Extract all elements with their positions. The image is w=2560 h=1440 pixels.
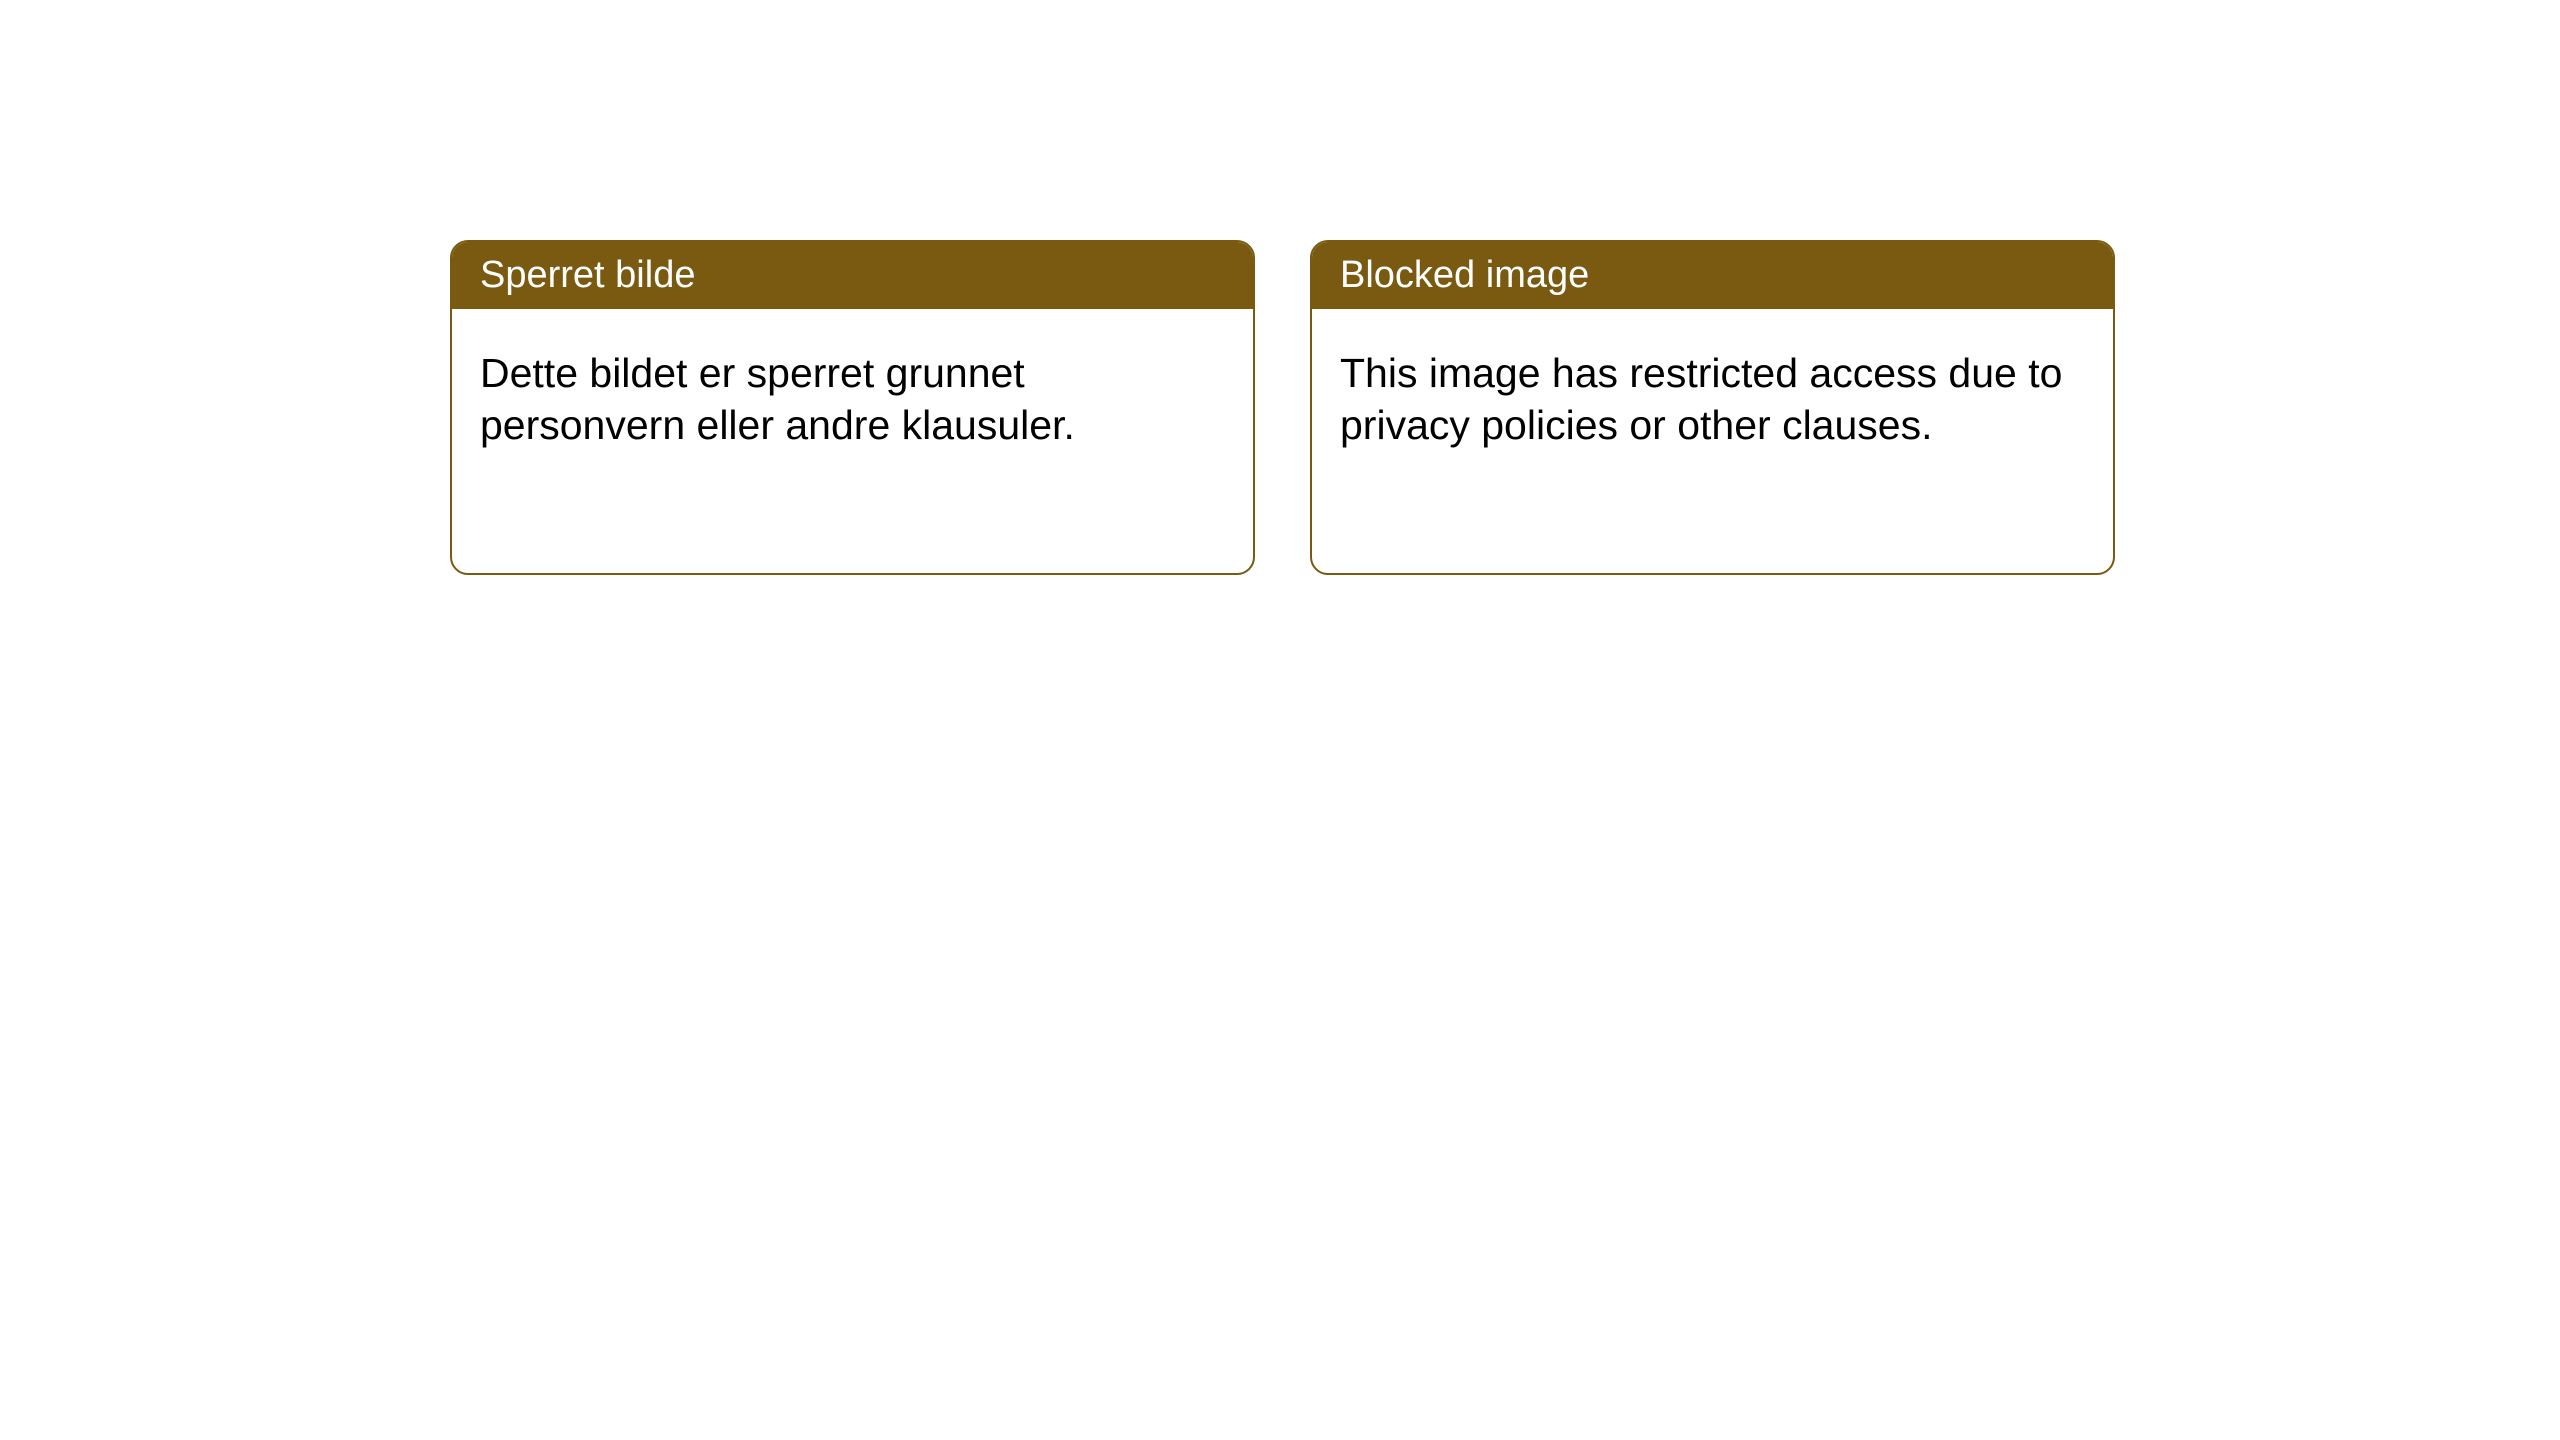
card-title: Sperret bilde bbox=[480, 254, 695, 296]
card-header: Blocked image bbox=[1312, 242, 2113, 309]
card-title: Blocked image bbox=[1340, 254, 1589, 296]
card-text: This image has restricted access due to … bbox=[1340, 350, 2062, 448]
notice-card-english: Blocked image This image has restricted … bbox=[1310, 240, 2115, 575]
card-text: Dette bildet er sperret grunnet personve… bbox=[480, 350, 1075, 448]
card-body: This image has restricted access due to … bbox=[1312, 309, 2113, 489]
card-body: Dette bildet er sperret grunnet personve… bbox=[452, 309, 1253, 489]
notice-container: Sperret bilde Dette bildet er sperret gr… bbox=[450, 240, 2560, 575]
notice-card-norwegian: Sperret bilde Dette bildet er sperret gr… bbox=[450, 240, 1255, 575]
card-header: Sperret bilde bbox=[452, 242, 1253, 309]
